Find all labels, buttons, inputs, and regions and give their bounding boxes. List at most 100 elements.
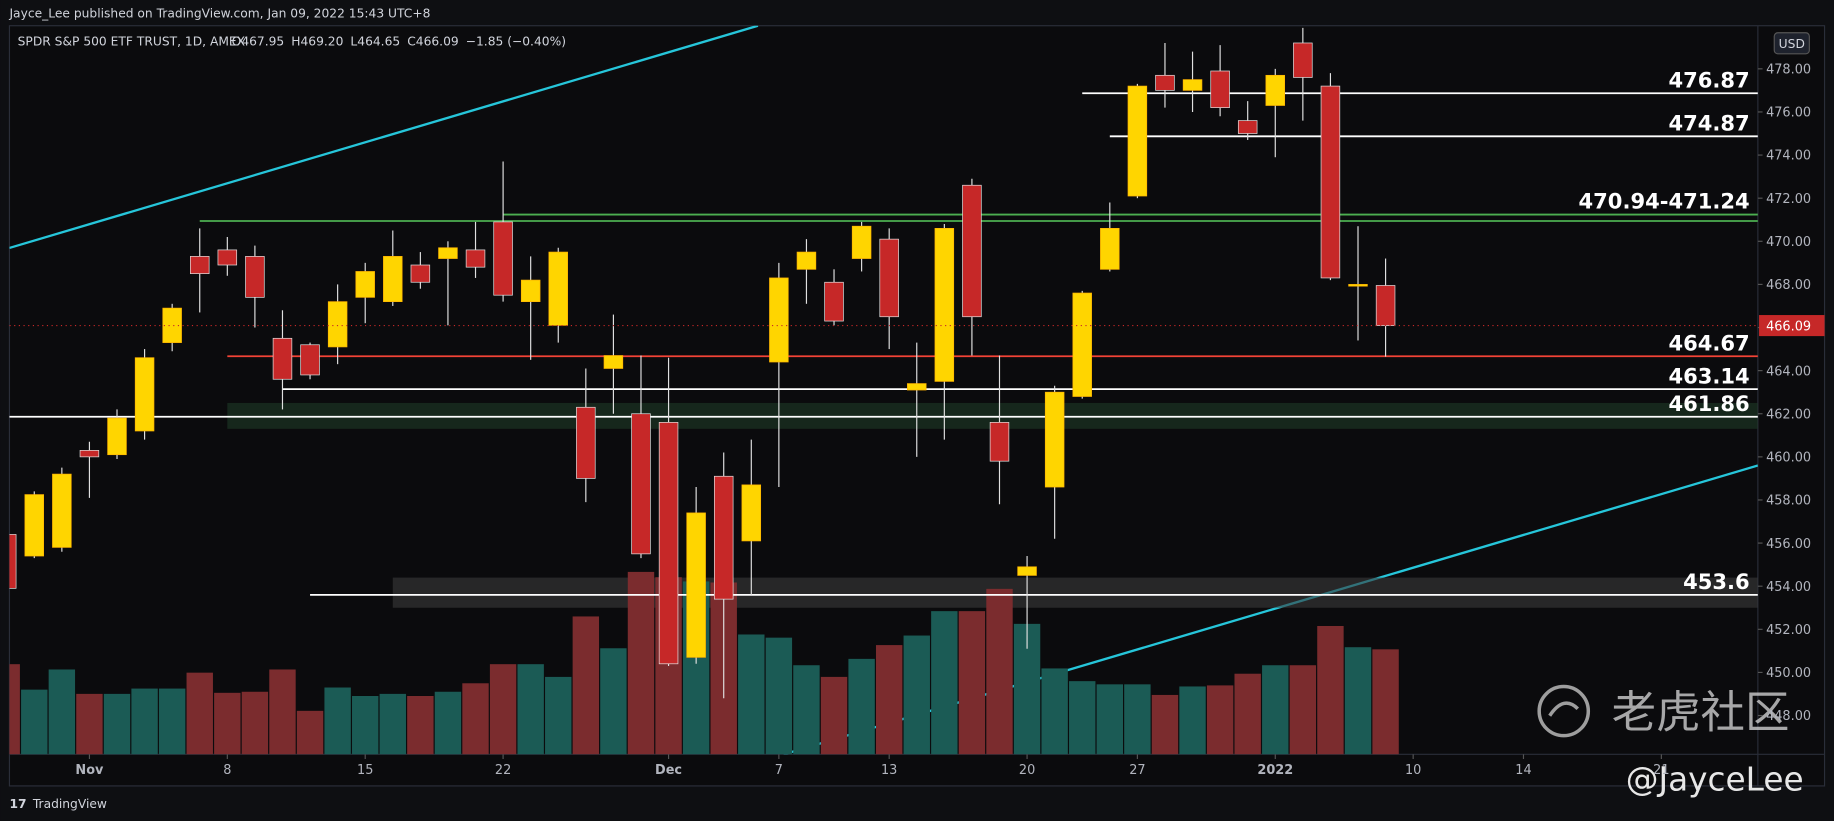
volume-bar xyxy=(9,664,20,755)
candle-body xyxy=(962,184,982,318)
candle-body xyxy=(1100,228,1120,270)
candle-body xyxy=(879,238,899,318)
candle-body xyxy=(1237,120,1258,134)
volume-bar xyxy=(1151,694,1179,755)
legend-item: H469.20 xyxy=(291,35,343,49)
candle-body xyxy=(300,344,320,376)
y-tick-label: 458.00 xyxy=(1766,494,1811,509)
candle-body xyxy=(548,251,568,326)
y-tick-label: 452.00 xyxy=(1766,623,1811,638)
x-tick-label: 27 xyxy=(1129,763,1145,778)
level-label: 463.14 xyxy=(1668,363,1749,388)
candle-body xyxy=(383,256,403,303)
candle-body xyxy=(520,279,541,303)
y-tick-label: 476.00 xyxy=(1766,106,1811,121)
volume-bar xyxy=(76,693,103,755)
y-tick-label: 456.00 xyxy=(1766,537,1811,552)
candle-body xyxy=(162,307,182,343)
author: @JayceLee xyxy=(1626,761,1804,799)
candle-body xyxy=(603,355,624,369)
volume-bar xyxy=(1317,625,1344,755)
candle-body xyxy=(824,281,844,322)
x-tick-label: 7 xyxy=(775,763,783,778)
volume-bar xyxy=(407,695,434,755)
x-tick-label: 13 xyxy=(881,763,897,778)
candle-body xyxy=(410,264,431,283)
volume-bar xyxy=(600,648,627,755)
currency-box xyxy=(1773,32,1810,55)
y-tick-label: 462.00 xyxy=(1766,407,1811,422)
candle-body xyxy=(1155,74,1175,91)
legend-item: O467.95 xyxy=(232,35,285,49)
x-tick-label: 2022 xyxy=(1257,763,1293,778)
volume-bar xyxy=(627,571,655,755)
volume-bar xyxy=(1124,684,1151,755)
candle-body xyxy=(713,475,734,600)
y-tick-label: 468.00 xyxy=(1766,278,1811,293)
watermark: 老虎社区 xyxy=(1612,687,1790,738)
volume-bar xyxy=(1096,684,1124,755)
plot-area xyxy=(9,25,1758,755)
candle-body xyxy=(245,256,265,298)
watermark-logo xyxy=(1537,684,1591,738)
candle-body xyxy=(1320,85,1341,279)
volume-bar xyxy=(848,658,875,755)
candle-body xyxy=(190,256,210,274)
volume-bar xyxy=(103,693,131,755)
candle-body xyxy=(1265,74,1285,106)
currency: USD xyxy=(1779,37,1805,51)
legend-item: −1.85 (−0.40%) xyxy=(466,35,566,49)
level-label: 464.67 xyxy=(1668,330,1749,355)
volume-bar xyxy=(517,664,544,755)
x-tick-label: 15 xyxy=(357,763,373,778)
candle-body xyxy=(1348,284,1368,287)
footer-logo: 17 xyxy=(9,797,26,811)
level-label: 470.94-471.24 xyxy=(1579,189,1750,214)
candle-body xyxy=(631,413,651,555)
trend-line xyxy=(9,25,759,250)
volume-bar xyxy=(296,710,324,755)
footer: TradingView xyxy=(32,797,107,811)
candle-body xyxy=(355,271,375,298)
y-tick-label: 474.00 xyxy=(1766,149,1811,164)
candle-body xyxy=(1072,292,1092,397)
candle-body xyxy=(1017,566,1037,576)
x-tick-label: 22 xyxy=(495,763,511,778)
volume-bar xyxy=(489,664,517,755)
volume-bar xyxy=(793,665,820,755)
volume-bar xyxy=(324,687,351,755)
y-tick-label: 464.00 xyxy=(1766,364,1811,379)
y-tick-label: 472.00 xyxy=(1766,192,1811,207)
candle-body xyxy=(658,422,679,665)
candle-body xyxy=(1210,70,1230,108)
x-tick-label: 10 xyxy=(1405,763,1421,778)
volume-bar xyxy=(1041,668,1068,755)
volume-bar xyxy=(1289,665,1317,755)
candle-body xyxy=(686,512,706,658)
volume-bar xyxy=(434,691,462,755)
candle-body xyxy=(107,417,127,456)
candle-body xyxy=(493,221,513,296)
x-tick-label: Dec xyxy=(655,763,682,778)
candle-body xyxy=(741,484,762,542)
volume-bar xyxy=(186,672,213,755)
volume-bar xyxy=(269,669,296,755)
volume-bar xyxy=(986,588,1013,755)
volume-bar xyxy=(352,695,379,755)
candle-body xyxy=(907,383,927,391)
candle-body xyxy=(217,249,238,266)
y-tick-label: 478.00 xyxy=(1766,63,1811,78)
level-label: 474.87 xyxy=(1668,110,1749,135)
volume-bar xyxy=(903,635,930,755)
candle-body xyxy=(769,277,789,363)
candle-body xyxy=(576,406,596,479)
candle-body xyxy=(134,357,155,432)
y-tick-label: 470.00 xyxy=(1766,235,1811,250)
volume-bar xyxy=(1206,685,1234,755)
volume-bar xyxy=(1262,665,1289,755)
candle-body xyxy=(1127,85,1148,197)
symbol-title: SPDR S&P 500 ETF TRUST, 1D, AMEX xyxy=(18,35,246,49)
candle-body xyxy=(934,228,955,382)
volume-bar xyxy=(1372,649,1399,755)
